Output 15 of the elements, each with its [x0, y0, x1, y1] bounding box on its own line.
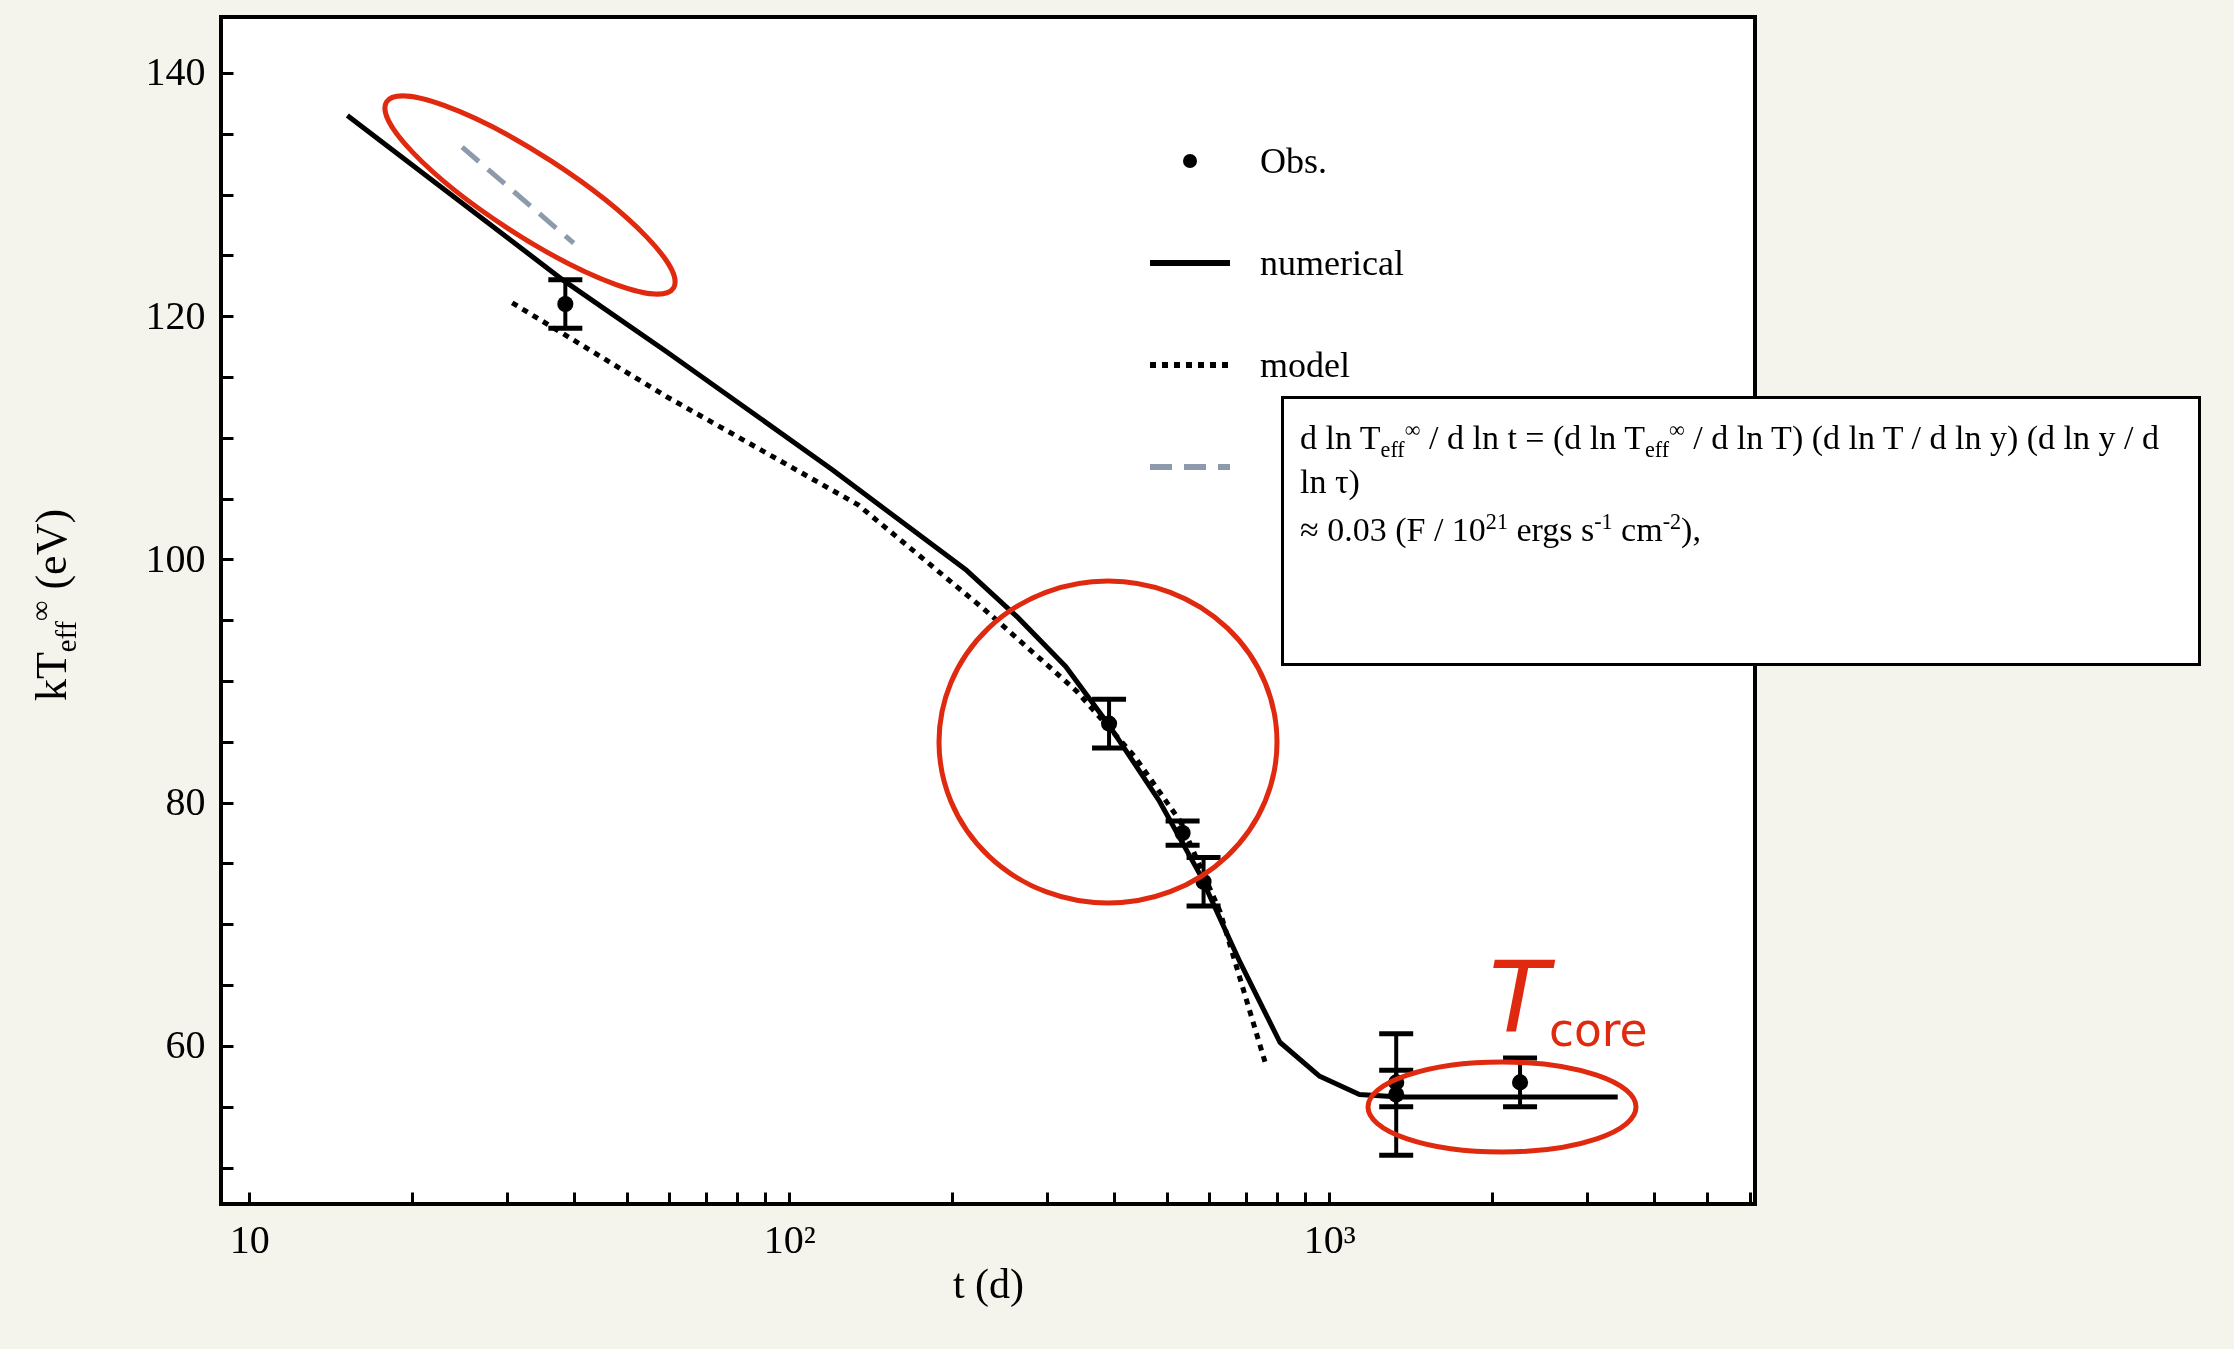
annotation: T$_{core}$: [1489, 940, 1648, 1057]
x-tick-label: 10: [229, 1216, 270, 1262]
annotation: ≈ 0.03 (F / 10$^{21}$ ergs s$^{-1}$ cm$^{-2}$),: [1300, 509, 1702, 550]
legend-label: model: [1260, 344, 1350, 386]
y-tick-label: 100: [145, 535, 206, 581]
x-tick-label: 10³: [1303, 1216, 1356, 1262]
equation-box: d ln T$_{eff}$$^{∞}$ / d ln t = (d ln T$_{eff}$$^{∞}$ / d ln T) (d ln T / d ln y) (d ln y / d ln τ) ≈ 0.03 (F / 10$^{21}$ ergs s$^{-1}$ cm$^{-2}$),: [1281, 396, 2201, 666]
y-tick-label: 140: [145, 49, 206, 95]
x-axis-title: t (d): [952, 1260, 1025, 1308]
legend-label: Obs.: [1260, 140, 1328, 182]
y-tick-label: 80: [165, 779, 206, 825]
y-tick-label: 120: [145, 292, 206, 338]
y-tick-label: 60: [165, 1022, 206, 1068]
legend-label: numerical: [1260, 242, 1404, 284]
x-tick-label: 10²: [763, 1216, 816, 1262]
